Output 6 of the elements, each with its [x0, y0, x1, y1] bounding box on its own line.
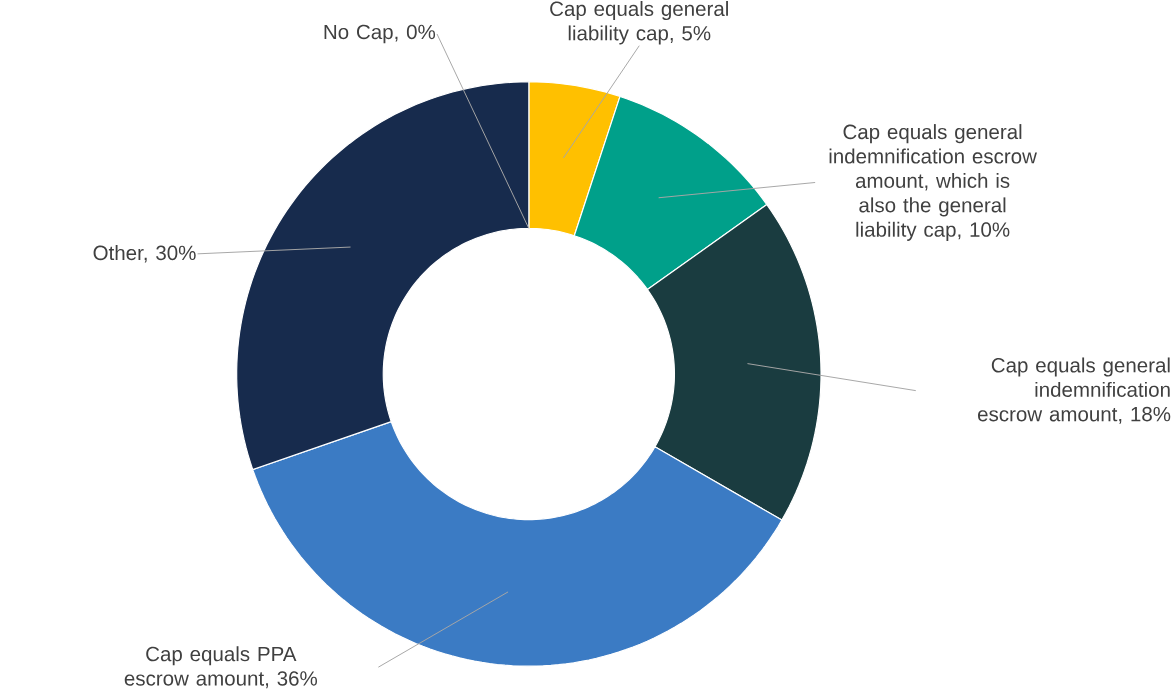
slice-label: Cap equals PPA escrow amount, 36% [124, 646, 318, 689]
slice-label: Cap equals general liability cap, 5% [550, 0, 728, 45]
slice-label: Cap equals general indemnification escrow amount, which is also the general liability cap, 10% [829, 124, 1037, 241]
category-label: No Cap, 0% [324, 24, 436, 44]
slice-label: Other, 30% [93, 245, 196, 263]
slice-label: Cap equals general indemnification escrow amount, 18% [978, 357, 1171, 424]
